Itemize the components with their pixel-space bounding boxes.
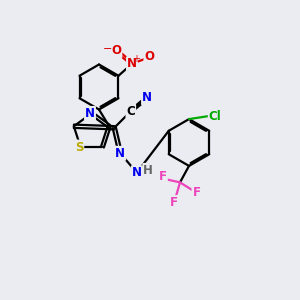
Text: N: N xyxy=(127,57,137,70)
Text: H: H xyxy=(143,164,153,177)
Text: −: − xyxy=(103,44,113,54)
Text: +: + xyxy=(133,54,140,64)
Text: F: F xyxy=(170,196,178,209)
Text: N: N xyxy=(115,147,125,160)
Text: O: O xyxy=(144,50,154,63)
Text: N: N xyxy=(85,107,95,120)
Text: O: O xyxy=(111,44,122,57)
Text: N: N xyxy=(132,166,142,179)
Text: S: S xyxy=(75,140,83,154)
Text: N: N xyxy=(142,91,152,104)
Text: Cl: Cl xyxy=(209,110,221,123)
Text: C: C xyxy=(126,105,135,118)
Text: F: F xyxy=(159,170,167,184)
Text: F: F xyxy=(193,186,200,199)
